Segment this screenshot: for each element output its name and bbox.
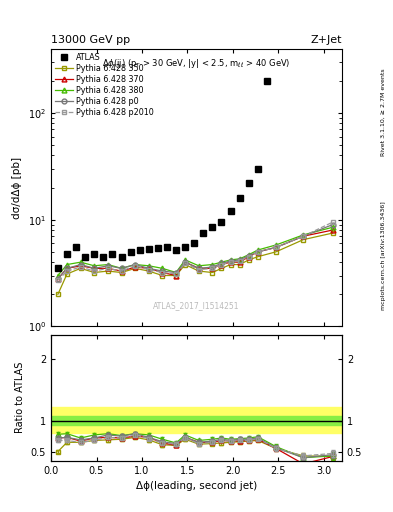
ATLAS — [110, 251, 115, 257]
ATLAS — [74, 244, 79, 250]
Y-axis label: Ratio to ATLAS: Ratio to ATLAS — [15, 362, 25, 433]
ATLAS — [219, 219, 224, 225]
ATLAS — [183, 244, 187, 250]
ATLAS — [264, 78, 269, 84]
X-axis label: Δϕ(leading, second jet): Δϕ(leading, second jet) — [136, 481, 257, 491]
ATLAS — [128, 249, 133, 255]
ATLAS — [147, 246, 151, 252]
ATLAS — [137, 247, 142, 253]
ATLAS — [192, 240, 196, 246]
ATLAS — [92, 251, 97, 257]
ATLAS — [101, 253, 106, 260]
ATLAS — [174, 247, 178, 253]
Text: mcplots.cern.ch [arXiv:1306.3436]: mcplots.cern.ch [arXiv:1306.3436] — [381, 202, 386, 310]
ATLAS — [237, 195, 242, 201]
Text: ATLAS_2017_I1514251: ATLAS_2017_I1514251 — [153, 301, 240, 310]
ATLAS — [64, 251, 69, 257]
Text: $\Delta\phi$(jj) (p$_\mathrm{T}$ > 30 GeV, |y| < 2.5, m$_{\ell\ell}$ > 40 GeV): $\Delta\phi$(jj) (p$_\mathrm{T}$ > 30 Ge… — [102, 57, 291, 70]
Text: Z+Jet: Z+Jet — [310, 35, 342, 45]
Legend: ATLAS, Pythia 6.428 350, Pythia 6.428 370, Pythia 6.428 380, Pythia 6.428 p0, Py: ATLAS, Pythia 6.428 350, Pythia 6.428 37… — [53, 51, 155, 118]
Text: 13000 GeV pp: 13000 GeV pp — [51, 35, 130, 45]
ATLAS — [246, 180, 251, 186]
ATLAS — [156, 245, 160, 251]
ATLAS — [55, 265, 60, 271]
ATLAS — [165, 244, 169, 250]
Y-axis label: dσ/dΔϕ [pb]: dσ/dΔϕ [pb] — [12, 157, 22, 219]
ATLAS — [119, 253, 124, 260]
ATLAS — [228, 208, 233, 215]
ATLAS — [255, 166, 260, 172]
ATLAS — [83, 253, 88, 260]
ATLAS — [201, 230, 206, 236]
Text: Rivet 3.1.10, ≥ 2.7M events: Rivet 3.1.10, ≥ 2.7M events — [381, 69, 386, 157]
Line: ATLAS: ATLAS — [55, 78, 270, 271]
ATLAS — [210, 224, 215, 230]
